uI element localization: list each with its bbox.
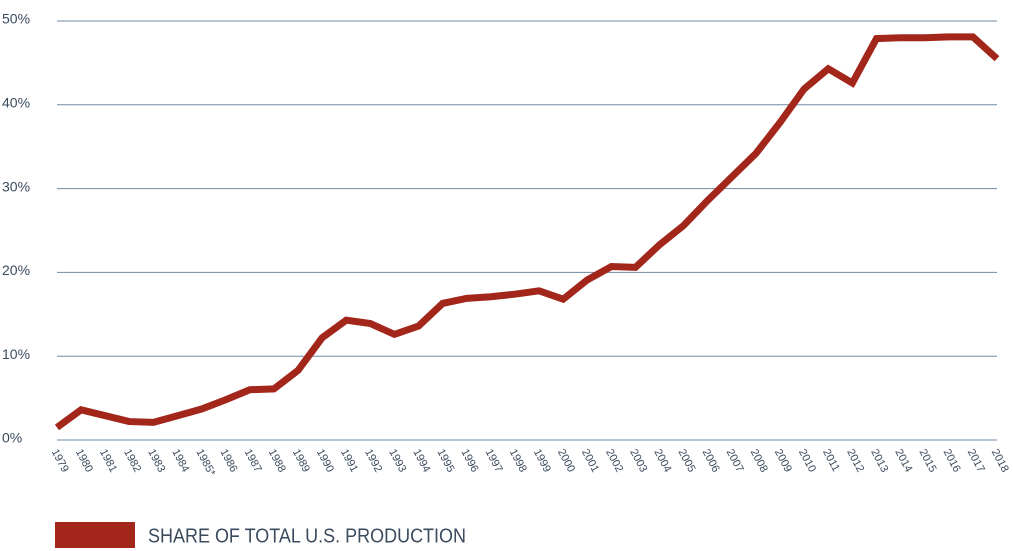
x-tick-label: 2011: [820, 447, 842, 474]
x-tick-label: 1996: [459, 447, 481, 474]
x-tick-label: 1987: [242, 447, 264, 474]
x-tick-label: 2014: [892, 447, 914, 474]
x-tick-label: 1981: [97, 447, 119, 474]
x-tick-label: 2017: [965, 447, 987, 474]
x-tick-label: 1992: [362, 447, 384, 474]
x-tick-label: 1993: [386, 447, 408, 474]
x-tick-label: 1985*: [193, 447, 217, 479]
x-tick-label: 2018: [989, 447, 1011, 474]
legend-swatch: [55, 522, 135, 548]
x-tick-label: 2005: [675, 447, 697, 474]
y-tick-label: 10%: [2, 346, 30, 362]
x-tick-label: 1997: [483, 447, 505, 474]
legend-label: SHARE OF TOTAL U.S. PRODUCTION: [148, 525, 466, 547]
x-tick-label: 2006: [700, 447, 722, 474]
x-tick-label: 2001: [579, 447, 601, 474]
x-tick-label: 2008: [748, 447, 770, 474]
x-tick-label: 1998: [507, 447, 529, 474]
x-tick-label: 2007: [724, 447, 746, 474]
x-tick-label: 1989: [290, 447, 312, 474]
y-tick-label: 0%: [2, 430, 22, 446]
x-tick-label: 1990: [314, 447, 336, 474]
x-tick-label: 2013: [868, 447, 890, 474]
x-tick-label: 1982: [121, 447, 143, 474]
x-tick-label: 1984: [169, 447, 191, 474]
x-tick-label: 2016: [941, 447, 963, 474]
x-tick-label: 1980: [73, 447, 95, 474]
x-tick-label: 1994: [410, 447, 432, 474]
y-tick-label: 40%: [2, 95, 30, 111]
x-tick-label: 1986: [218, 447, 240, 474]
x-tick-label: 2004: [651, 447, 673, 474]
x-tick-label: 2002: [603, 447, 625, 474]
x-tick-label: 2010: [796, 447, 818, 474]
x-tick-label: 1991: [338, 447, 360, 474]
x-tick-label: 1983: [145, 447, 167, 474]
x-tick-label: 1995: [434, 447, 456, 474]
line-series: [54, 33, 1000, 431]
x-tick-label: 2009: [772, 447, 794, 474]
x-tick-label: 1979: [49, 447, 71, 474]
y-tick-label: 20%: [2, 262, 30, 278]
x-tick-label: 1988: [266, 447, 288, 474]
x-tick-label: 2003: [627, 447, 649, 474]
x-tick-label: 1999: [531, 447, 553, 474]
x-tick-label: 2012: [844, 447, 866, 474]
x-tick-label: 2000: [555, 447, 577, 474]
x-tick-label: 2015: [916, 447, 938, 474]
y-tick-label: 50%: [2, 11, 30, 27]
y-tick-label: 30%: [2, 178, 30, 194]
